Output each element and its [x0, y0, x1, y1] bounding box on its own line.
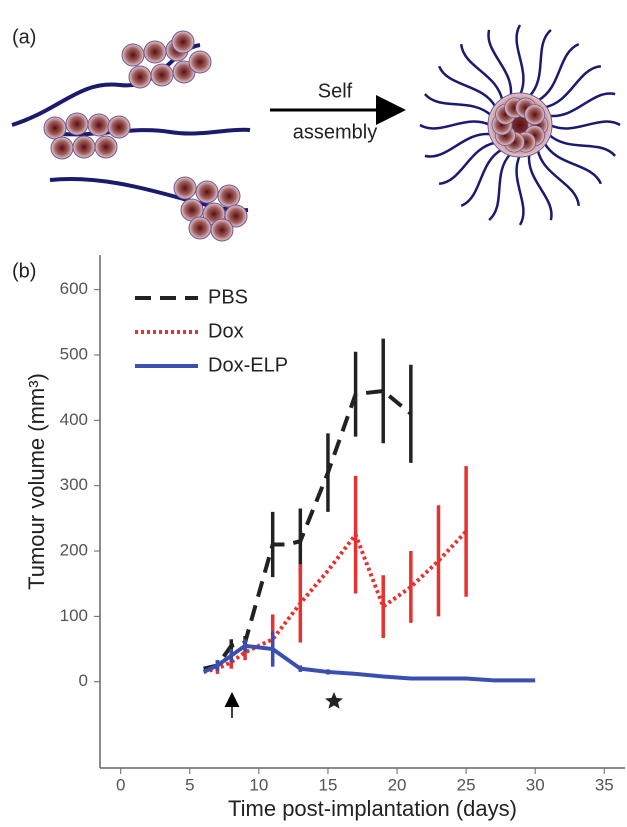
x-tick-label: 25 [457, 775, 476, 794]
micelle-arm [543, 64, 602, 109]
micelle-arm [423, 93, 493, 117]
micelle-arm [536, 42, 580, 102]
micelle-arm [419, 120, 491, 130]
x-tick-label: 0 [116, 775, 125, 794]
bead [72, 135, 96, 159]
arrow-label: assembly [293, 121, 377, 143]
bead [121, 43, 145, 67]
micelle-arm [515, 24, 525, 96]
legend-label: PBS [208, 286, 248, 308]
bead [128, 65, 152, 89]
star [325, 692, 343, 709]
bead [188, 50, 212, 74]
micelle-arm [424, 132, 492, 158]
micelle-arm [536, 148, 581, 207]
micelle-arm [528, 28, 552, 98]
y-axis-label: Tumour volume (mm³) [24, 373, 49, 590]
micelle-arm [548, 92, 616, 118]
micelle-arm [515, 154, 525, 226]
y-tick-label: 100 [60, 606, 88, 625]
arrow-label: Self [318, 80, 353, 102]
micelle-arm [487, 29, 513, 97]
x-tick-label: 30 [526, 775, 545, 794]
x-tick-label: 15 [318, 775, 337, 794]
micelle-arm [459, 43, 504, 102]
y-tick-label: 600 [60, 279, 88, 298]
x-tick-label: 35 [595, 775, 614, 794]
x-tick-label: 20 [388, 775, 407, 794]
y-tick-label: 0 [79, 671, 88, 690]
bead [65, 112, 89, 136]
micelle-arm [549, 120, 621, 130]
micelle-arm [437, 65, 497, 109]
bead [50, 136, 74, 160]
micelle-arm [438, 141, 497, 186]
series-line [203, 530, 468, 674]
micelle-arm [543, 141, 603, 185]
bead [87, 113, 111, 137]
legend-label: Dox [208, 320, 244, 342]
bead [171, 30, 195, 54]
x-tick-label: 10 [249, 775, 268, 794]
y-tick-label: 300 [60, 475, 88, 494]
series-line [202, 643, 536, 683]
bead [150, 63, 174, 87]
panel-label: (a) [12, 26, 36, 48]
micelle-arm [527, 153, 553, 221]
legend-label: Dox-ELP [208, 354, 288, 376]
bead [524, 104, 546, 126]
bead [94, 135, 118, 159]
micelle-arm [488, 152, 512, 222]
panel-label: (b) [12, 260, 36, 282]
bead [210, 218, 234, 242]
series-line [203, 388, 413, 671]
bead [188, 216, 212, 240]
bead [217, 184, 241, 208]
bead [143, 40, 167, 64]
y-tick-label: 400 [60, 410, 88, 429]
x-tick-label: 5 [185, 775, 194, 794]
micelle-arm [547, 133, 617, 157]
bead [107, 115, 131, 139]
bead [224, 204, 248, 228]
diagram [11, 24, 621, 242]
bead [173, 176, 197, 200]
bead [43, 116, 67, 140]
y-tick-label: 500 [60, 344, 88, 363]
bead [195, 180, 219, 204]
y-tick-label: 200 [60, 541, 88, 560]
micelle-arm [460, 148, 504, 208]
x-axis-label: Time post-implantation (days) [228, 796, 517, 821]
